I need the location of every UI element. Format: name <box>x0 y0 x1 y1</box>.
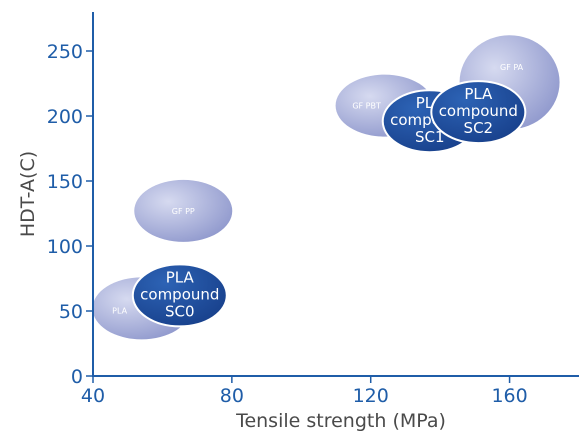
bubble-shape <box>131 263 228 328</box>
y-tick-label: 0 <box>71 366 83 388</box>
x-tick-label: 80 <box>220 385 244 407</box>
bubble-shape <box>430 80 527 145</box>
axes <box>92 12 579 377</box>
bubble-label: PLA compound SC0 <box>140 268 219 320</box>
bubble-layer: PLA GF PP GF PBT GF PA PLA compound SC0 PLA comp… <box>92 35 560 340</box>
y-tick-label: 50 <box>59 301 83 323</box>
x-axis-title: Tensile strength (MPa) <box>235 410 446 432</box>
bubble-label: GF PBT <box>352 102 381 111</box>
x-tick-label: 40 <box>81 385 105 407</box>
tick-layer: 40 80 120 160 0 50 100 150 200 250 <box>47 41 528 407</box>
y-axis-title: HDT-A(C) <box>17 151 39 237</box>
y-tick-label: 100 <box>47 236 83 258</box>
y-tick-label: 250 <box>47 41 83 63</box>
y-tick-label: 200 <box>47 106 83 128</box>
y-tick-label: 150 <box>47 171 83 193</box>
bubble-label: PLA <box>112 306 127 315</box>
x-tick-label: 160 <box>491 385 527 407</box>
bubble-label: PLA compound SC2 <box>439 85 518 137</box>
bubble-label: GF PP <box>172 207 195 216</box>
bubble-label: GF PA <box>500 63 524 72</box>
bubble-pla-compound-sc0: PLA compound SC0 <box>131 263 228 328</box>
bubble-pla-compound-sc2: PLA compound SC2 <box>430 80 527 145</box>
x-tick-label: 120 <box>353 385 389 407</box>
bubble-shape <box>134 179 233 242</box>
bubble-gf-pp: GF PP <box>134 179 233 242</box>
